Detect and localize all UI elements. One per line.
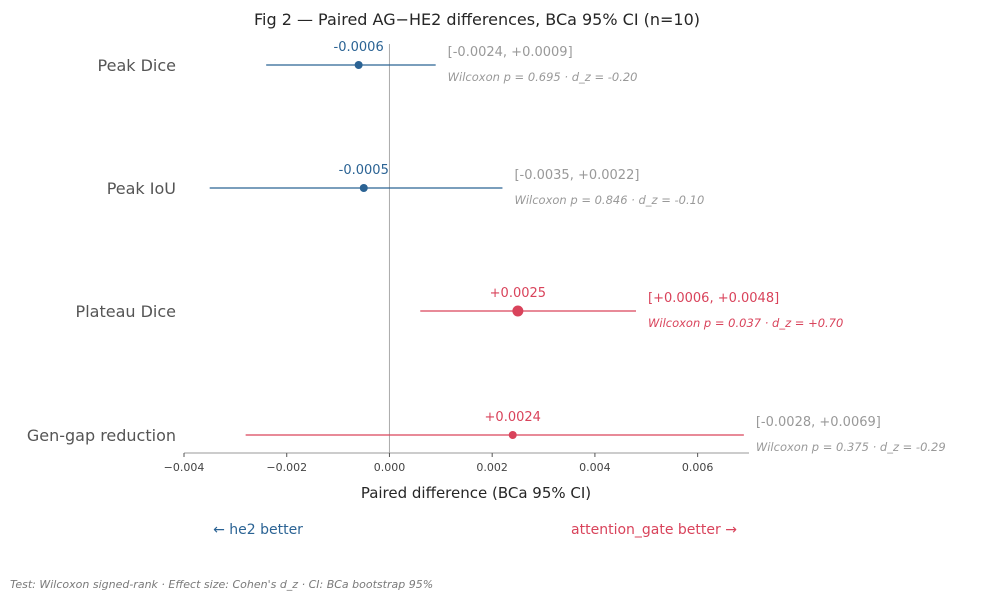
stats-label: Wilcoxon p = 0.375 · d_z = -0.29: [756, 440, 946, 454]
row-label: Peak IoU: [107, 179, 176, 198]
row-label: Peak Dice: [98, 56, 176, 75]
x-tick-label: 0.006: [682, 461, 714, 474]
row-label: Plateau Dice: [76, 302, 176, 321]
ci-label: [-0.0024, +0.0009]: [448, 45, 573, 60]
estimate-label: -0.0005: [339, 163, 389, 178]
estimate-point: [359, 184, 368, 192]
x-tick-label: −0.004: [164, 461, 205, 474]
x-axis-label: Paired difference (BCa 95% CI): [361, 484, 591, 502]
estimate-point: [354, 61, 363, 69]
x-tick-label: 0.004: [579, 461, 611, 474]
estimate-point: [508, 431, 517, 439]
chart-footnote: Test: Wilcoxon signed-rank · Effect size…: [10, 578, 434, 591]
stats-label: Wilcoxon p = 0.037 · d_z = +0.70: [648, 316, 843, 330]
ci-label: [-0.0028, +0.0069]: [756, 415, 881, 430]
row-label: Gen-gap reduction: [27, 426, 176, 445]
direction-label-right: attention_gate better →: [571, 522, 737, 538]
ci-label: [+0.0006, +0.0048]: [648, 291, 779, 306]
estimate-label: +0.0025: [490, 286, 546, 301]
estimate-point: [512, 305, 524, 317]
stats-label: Wilcoxon p = 0.695 · d_z = -0.20: [448, 70, 638, 84]
estimate-label: +0.0024: [485, 410, 541, 425]
chart-title: Fig 2 — Paired AG−HE2 differences, BCa 9…: [254, 10, 700, 29]
stats-label: Wilcoxon p = 0.846 · d_z = -0.10: [514, 193, 704, 207]
ci-label: [-0.0035, +0.0022]: [514, 168, 639, 183]
direction-label-left: ← he2 better: [213, 522, 303, 538]
x-tick-label: 0.000: [374, 461, 406, 474]
x-tick-label: −0.002: [266, 461, 307, 474]
x-tick-label: 0.002: [476, 461, 508, 474]
estimate-label: -0.0006: [334, 40, 384, 55]
